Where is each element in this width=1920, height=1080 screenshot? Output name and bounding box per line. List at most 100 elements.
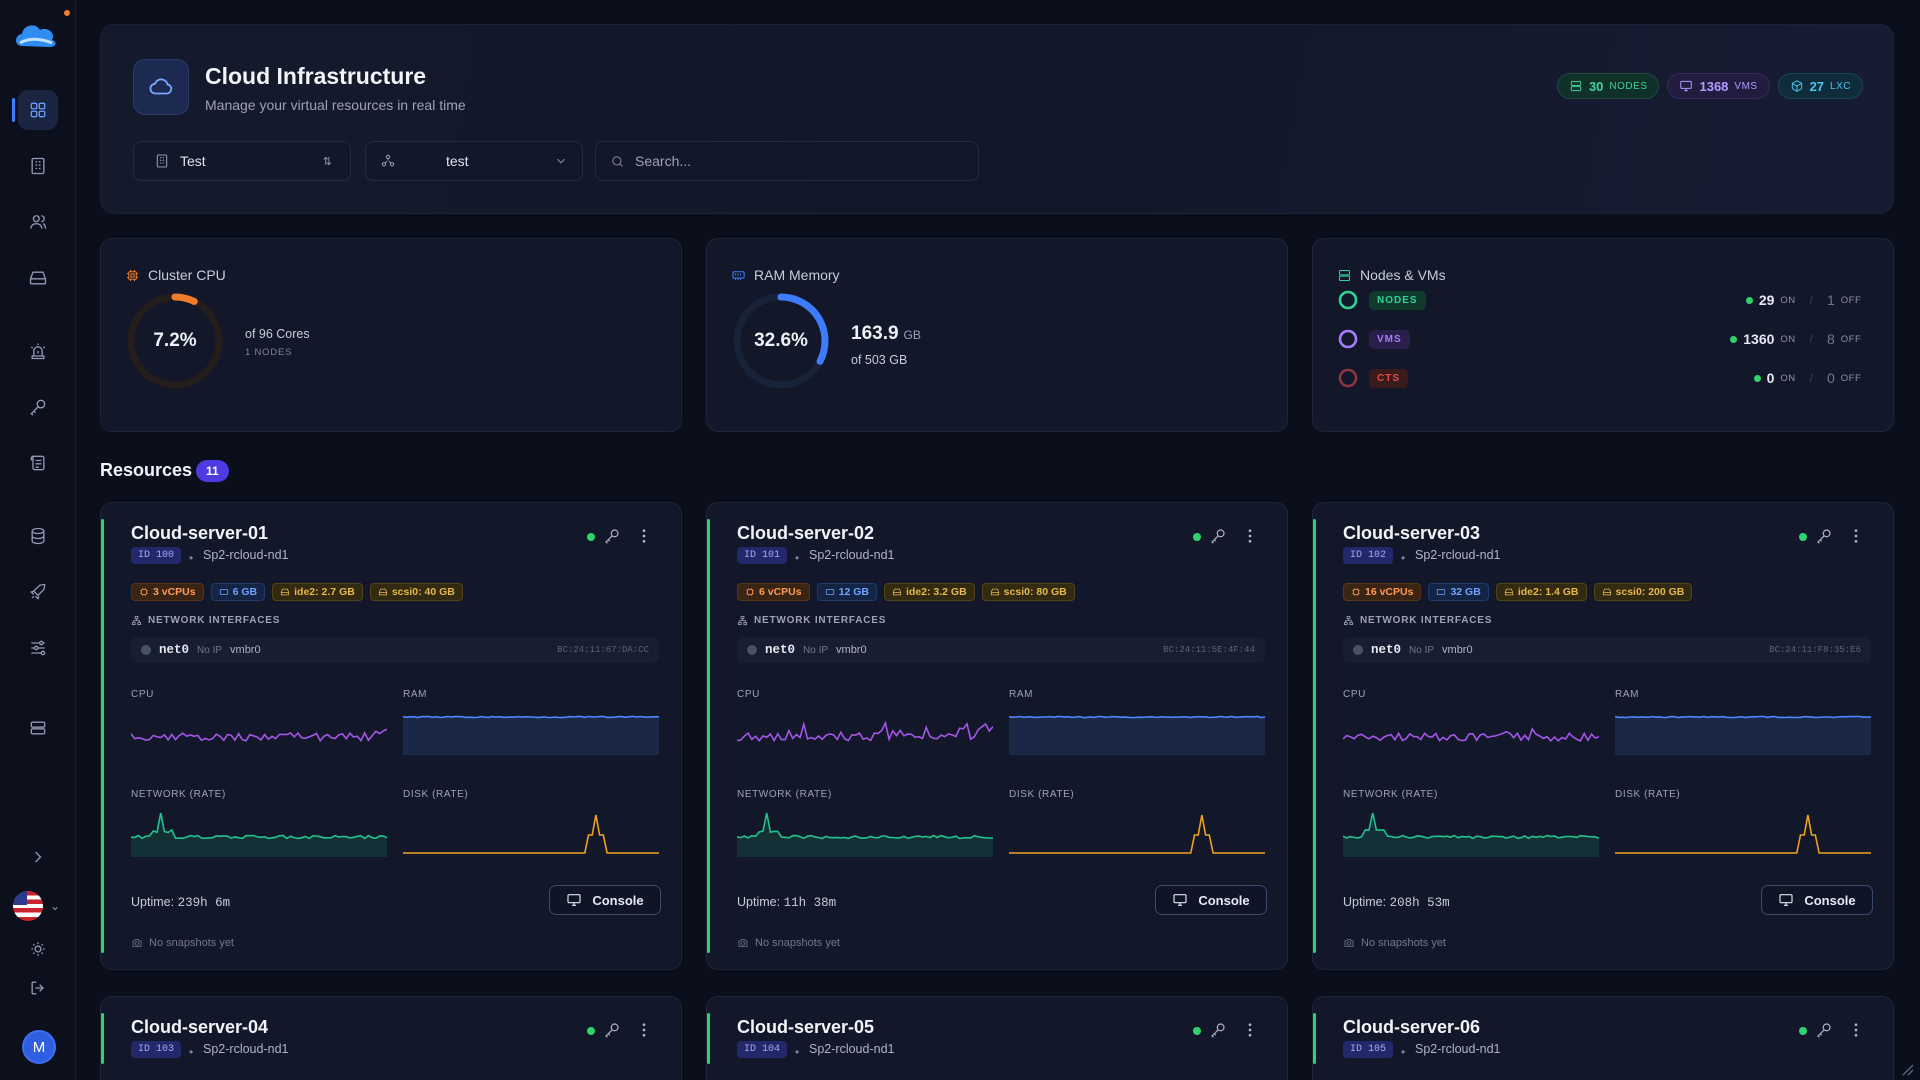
sidebar-item-alerts[interactable] xyxy=(18,331,58,371)
ram-chart-label: RAM xyxy=(1009,689,1034,700)
memory-icon xyxy=(1437,589,1446,595)
network-interface-row: net0 No IP vmbr0 BC:24:11:67:DA:CC xyxy=(131,637,659,663)
sidebar-item-databases[interactable] xyxy=(18,516,58,556)
memory-icon xyxy=(219,589,228,595)
ram-memory-card: RAM Memory 32.6% 163.9 GB of 503 GB xyxy=(706,238,1288,432)
server-name[interactable]: Cloud-server-05 xyxy=(737,1017,875,1037)
status-online-dot xyxy=(1799,533,1807,541)
sidebar-item-keys[interactable] xyxy=(18,387,58,427)
key-button[interactable] xyxy=(603,527,623,547)
server-name[interactable]: Cloud-server-01 xyxy=(131,523,269,543)
search-box[interactable] xyxy=(595,141,979,181)
sidebar-item-organizations[interactable] xyxy=(18,146,58,186)
server-card[interactable]: Cloud-server-03 ID 102 • Sp2-rcloud-nd1 … xyxy=(1312,502,1894,970)
ram-chart-label: RAM xyxy=(403,689,428,700)
more-vertical-icon xyxy=(1854,1023,1858,1037)
drive-icon xyxy=(29,271,47,285)
server-card[interactable]: Cloud-server-06 ID 105 • Sp2-rcloud-nd1 xyxy=(1312,996,1894,1080)
sidebar-item-logs[interactable] xyxy=(18,443,58,483)
server-card[interactable]: Cloud-server-05 ID 104 • Sp2-rcloud-nd1 xyxy=(706,996,1288,1080)
ram-memory-title: RAM Memory xyxy=(731,267,840,283)
server-name[interactable]: Cloud-server-02 xyxy=(737,523,875,543)
key-button[interactable] xyxy=(1815,527,1835,547)
key-icon xyxy=(30,399,46,416)
vcpu-chip: 3 vCPUs xyxy=(131,583,204,601)
sidebar-item-users[interactable] xyxy=(18,202,58,242)
more-options-button[interactable] xyxy=(1241,527,1261,547)
nodes-vms-label: VMS xyxy=(1369,329,1410,349)
console-button[interactable]: Console xyxy=(1761,885,1873,915)
separator-dot: • xyxy=(795,1045,800,1059)
chevron-down-icon[interactable]: ⌄ xyxy=(50,899,61,913)
network-interface-row: net0 No IP vmbr0 BC:24:11:F8:35:E6 xyxy=(1343,637,1871,663)
cpu-chart-label: CPU xyxy=(1343,689,1366,700)
siren-icon xyxy=(30,343,46,360)
more-options-button[interactable] xyxy=(635,527,655,547)
server-name[interactable]: Cloud-server-04 xyxy=(131,1017,269,1037)
server-name[interactable]: Cloud-server-06 xyxy=(1343,1017,1481,1037)
page-title: Cloud Infrastructure xyxy=(205,63,427,89)
status-online-dot xyxy=(587,533,595,541)
spec-chips: 16 vCPUs 32 GB ide2: 1.4 GB scsi0: 200 G… xyxy=(1343,583,1693,601)
separator-dot: • xyxy=(1401,551,1406,565)
sidebar-item-settings-sliders[interactable] xyxy=(18,628,58,668)
cloud-logo-icon[interactable] xyxy=(12,16,60,52)
scsi-disk-chip: scsi0: 40 GB xyxy=(369,583,463,601)
avatar[interactable]: M xyxy=(22,1030,56,1064)
console-button[interactable]: Console xyxy=(549,885,661,915)
more-options-button[interactable] xyxy=(635,1021,655,1041)
grid-icon xyxy=(30,102,46,118)
ram-sparkline xyxy=(403,715,659,755)
logout-button[interactable] xyxy=(18,968,58,1008)
ram-sparkline xyxy=(1615,715,1871,755)
nodes-vms-off: 0 OFF xyxy=(1827,370,1862,386)
drive-icon xyxy=(892,588,902,596)
separator-dot: • xyxy=(189,1045,194,1059)
organization-select[interactable]: Test ⇅ xyxy=(133,141,351,181)
language-flag-us-icon[interactable] xyxy=(13,891,43,921)
ide-disk-chip: ide2: 3.2 GB xyxy=(883,583,975,601)
nodes-vms-on: 29 ON xyxy=(1745,292,1796,308)
server-id-badge: ID 102 xyxy=(1343,547,1394,564)
online-dot xyxy=(1745,296,1753,304)
search-input[interactable] xyxy=(635,153,955,169)
more-options-button[interactable] xyxy=(1241,1021,1261,1041)
theme-toggle-button[interactable] xyxy=(18,929,58,969)
console-button[interactable]: Console xyxy=(1155,885,1267,915)
disk-chart-label: DISK (RATE) xyxy=(403,789,469,800)
ram-usage-arc xyxy=(733,293,829,389)
resize-handle-icon[interactable] xyxy=(1900,1062,1914,1076)
nodes-vms-label: CTS xyxy=(1369,368,1408,388)
key-button[interactable] xyxy=(1209,1021,1229,1041)
vcpu-chip: 6 vCPUs xyxy=(737,583,810,601)
interface-status-dot xyxy=(1353,645,1363,655)
camera-icon xyxy=(738,939,748,947)
server-card[interactable]: Cloud-server-01 ID 100 • Sp2-rcloud-nd1 … xyxy=(100,502,682,970)
sidebar-item-dashboard[interactable] xyxy=(12,90,58,130)
more-options-button[interactable] xyxy=(1847,1021,1867,1041)
sidebar-item-servers[interactable] xyxy=(18,708,58,748)
server-name[interactable]: Cloud-server-03 xyxy=(1343,523,1481,543)
disk-chart-label: DISK (RATE) xyxy=(1009,789,1075,800)
more-options-button[interactable] xyxy=(1847,527,1867,547)
sidebar-item-deploy[interactable] xyxy=(18,572,58,612)
server-card[interactable]: Cloud-server-02 ID 101 • Sp2-rcloud-nd1 … xyxy=(706,502,1288,970)
page-subtitle: Manage your virtual resources in real ti… xyxy=(205,97,466,113)
key-button[interactable] xyxy=(1815,1021,1835,1041)
server-card[interactable]: Cloud-server-04 ID 103 • Sp2-rcloud-nd1 xyxy=(100,996,682,1080)
more-vertical-icon xyxy=(642,529,646,543)
ram-chart-label: RAM xyxy=(1615,689,1640,700)
sidebar-expand-button[interactable] xyxy=(18,837,58,877)
server-id-badge: ID 105 xyxy=(1343,1041,1394,1058)
sun-icon xyxy=(31,942,45,956)
separator-dot: • xyxy=(189,551,194,565)
key-button[interactable] xyxy=(603,1021,623,1041)
cpu-sparkline xyxy=(737,720,993,743)
cpu-usage-ring xyxy=(127,293,223,389)
sidebar: ⌄ M xyxy=(0,0,76,1080)
building-icon xyxy=(156,154,168,168)
server-icon xyxy=(30,721,46,735)
sidebar-item-storage[interactable] xyxy=(18,258,58,298)
pool-select[interactable]: test xyxy=(365,141,583,181)
key-button[interactable] xyxy=(1209,527,1229,547)
